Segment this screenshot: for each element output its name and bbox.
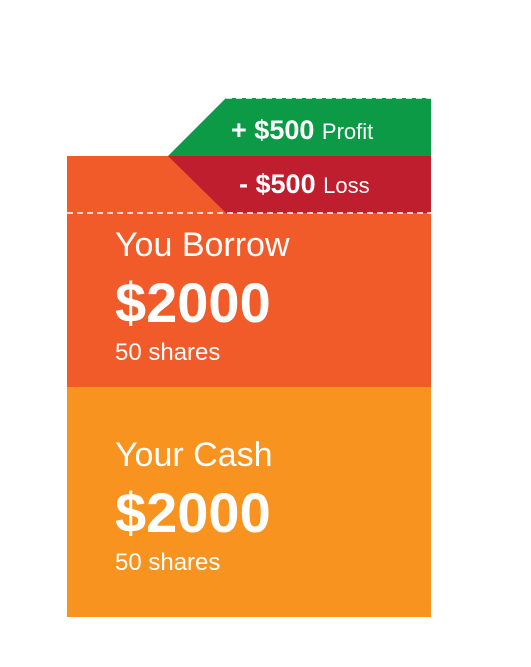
- cash-shares: 50 shares: [115, 549, 221, 576]
- cash-title: Your Cash: [115, 436, 273, 474]
- borrow-amount: $2000: [115, 271, 271, 334]
- loss-badge-text: - $500 Loss: [239, 168, 370, 202]
- borrow-shares: 50 shares: [115, 339, 221, 366]
- borrow-block-bg: [67, 213, 431, 387]
- profit-badge-text: + $500 Profit: [231, 114, 373, 148]
- profit-amount: $500: [254, 115, 315, 145]
- profit-sign: +: [231, 115, 247, 145]
- loss-amount: $500: [255, 169, 316, 199]
- cash-block-bg: [67, 386, 431, 617]
- borrow-title: You Borrow: [115, 226, 290, 264]
- loss-sign: -: [239, 169, 248, 199]
- loss-label: Loss: [323, 173, 370, 198]
- profit-label: Profit: [321, 119, 374, 144]
- profit-badge-bg: [168, 98, 431, 156]
- cash-amount: $2000: [115, 481, 271, 544]
- loss-badge-bg: [168, 156, 431, 213]
